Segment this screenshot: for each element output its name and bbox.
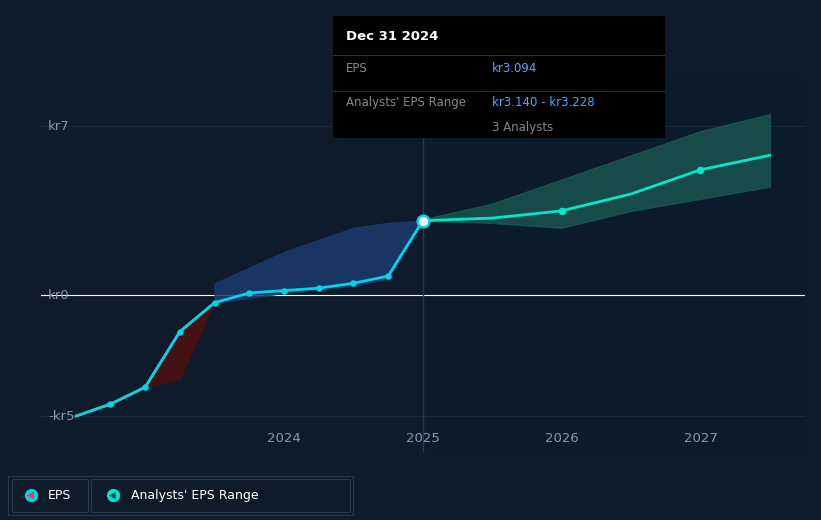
Text: Analysts' EPS Range: Analysts' EPS Range [131,489,259,502]
Point [173,328,186,336]
Text: -kr5: -kr5 [48,410,75,423]
Text: kr3.094: kr3.094 [492,62,538,75]
Text: kr7: kr7 [48,120,70,133]
Text: EPS: EPS [48,489,71,502]
Point [312,284,325,292]
Point [694,166,707,174]
FancyBboxPatch shape [11,479,88,512]
Point [24,491,37,499]
Point [416,216,429,225]
Point [555,206,568,215]
Text: 2026: 2026 [545,432,579,445]
Text: kr0: kr0 [48,289,70,302]
Point [107,491,120,499]
Text: EPS: EPS [346,62,368,75]
Text: 2025: 2025 [406,432,440,445]
Text: 2024: 2024 [267,432,300,445]
Point [24,491,37,499]
Text: kr3.140 - kr3.228: kr3.140 - kr3.228 [492,96,594,109]
Point [277,287,291,295]
Point [139,383,152,392]
Text: Actual: Actual [373,106,411,119]
Point [346,279,360,288]
Point [104,400,117,408]
Text: Analysts Forecasts: Analysts Forecasts [434,106,550,119]
Text: Analysts' EPS Range: Analysts' EPS Range [346,96,466,109]
Point [243,289,256,297]
FancyBboxPatch shape [91,479,350,512]
Text: Dec 31 2024: Dec 31 2024 [346,30,438,43]
Polygon shape [145,303,214,387]
Point [382,272,395,280]
Point [208,298,221,307]
Bar [423,78,805,452]
Text: 3 Analysts: 3 Analysts [492,121,553,134]
Text: 2027: 2027 [684,432,718,445]
Point [107,491,120,499]
